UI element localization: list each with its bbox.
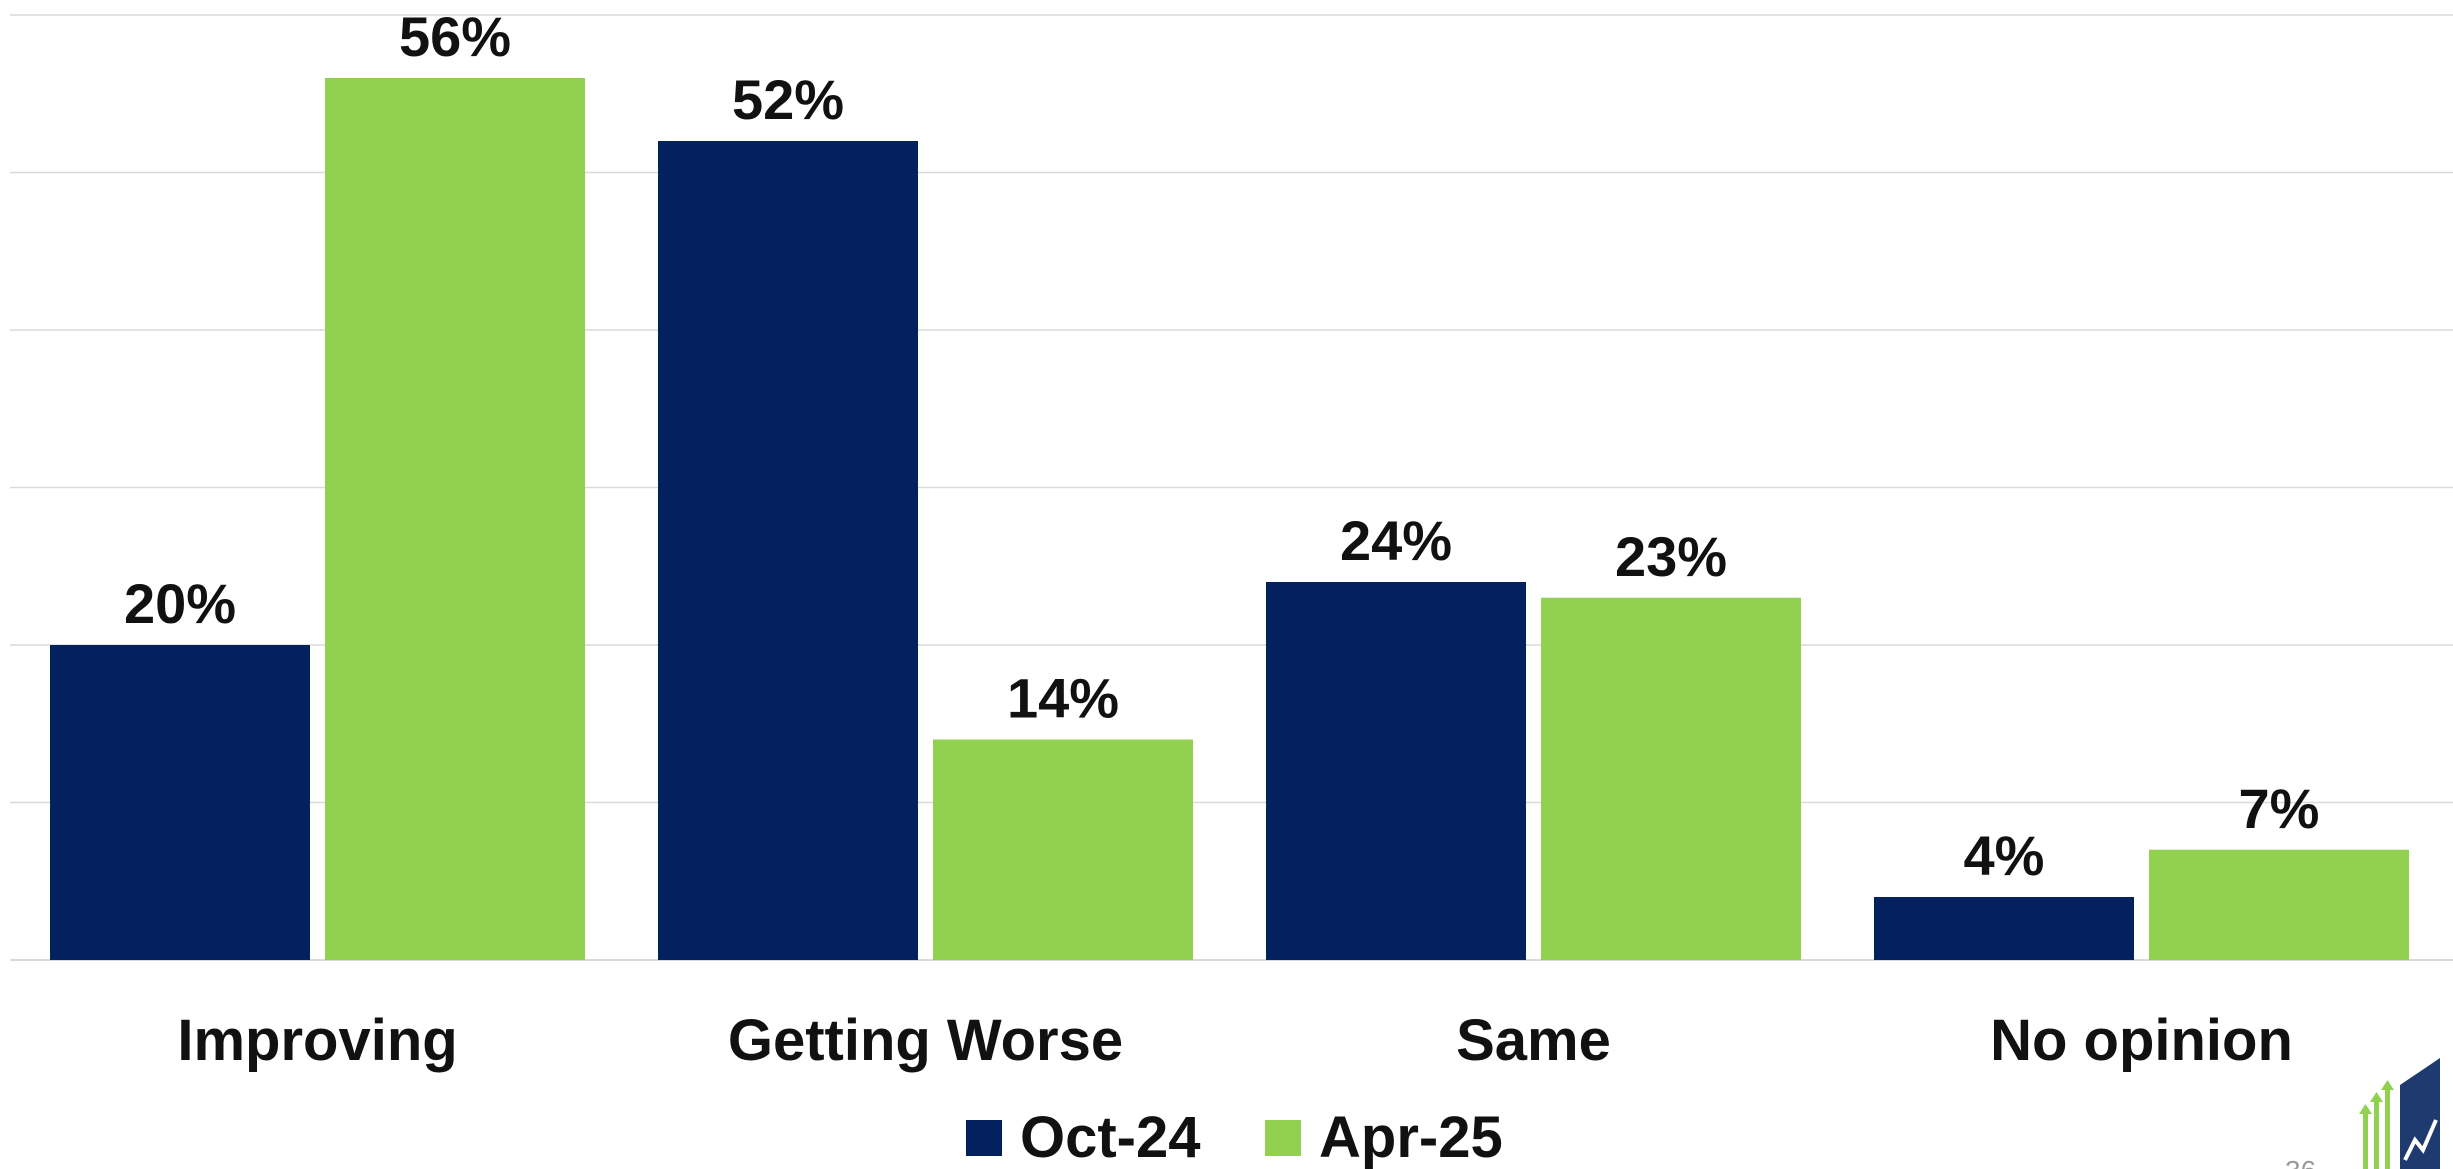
data-label: 14% bbox=[1007, 667, 1119, 730]
data-labels: 20% 56% 52% 14% 24% 23% 4% 7% bbox=[124, 5, 2320, 887]
legend-swatch bbox=[1265, 1120, 1301, 1156]
bar-same-apr-25 bbox=[1541, 597, 1801, 960]
bar-getting-worse-oct-24 bbox=[658, 141, 918, 960]
data-label: 23% bbox=[1615, 525, 1727, 588]
data-label: 4% bbox=[1964, 824, 2045, 887]
legend-label: Apr-25 bbox=[1319, 1105, 1503, 1169]
category-label: Improving bbox=[177, 1008, 457, 1073]
bar-improving-apr-25 bbox=[325, 78, 585, 960]
data-label: 24% bbox=[1340, 509, 1452, 572]
category-label: Getting Worse bbox=[728, 1008, 1123, 1073]
data-label: 56% bbox=[399, 5, 511, 68]
bar-same-oct-24 bbox=[1266, 582, 1526, 960]
category-labels: Improving Getting Worse Same No opinion bbox=[177, 1008, 2293, 1073]
page-number: 36 bbox=[2285, 1155, 2316, 1169]
bar-no-opinion-apr-25 bbox=[2149, 849, 2409, 960]
bars bbox=[50, 78, 2409, 960]
bar-improving-oct-24 bbox=[50, 645, 310, 960]
growth-arrows-logo bbox=[2359, 1058, 2440, 1169]
legend: Oct-24 Apr-25 bbox=[966, 1105, 1503, 1169]
data-label: 20% bbox=[124, 572, 236, 635]
bar-no-opinion-oct-24 bbox=[1874, 897, 2134, 960]
category-label: Same bbox=[1456, 1008, 1611, 1073]
data-label: 7% bbox=[2239, 777, 2320, 840]
legend-swatch bbox=[966, 1120, 1002, 1156]
data-label: 52% bbox=[732, 68, 844, 131]
legend-label: Oct-24 bbox=[1020, 1105, 1201, 1169]
bar-getting-worse-apr-25 bbox=[933, 739, 1193, 960]
category-label: No opinion bbox=[1990, 1008, 2293, 1073]
